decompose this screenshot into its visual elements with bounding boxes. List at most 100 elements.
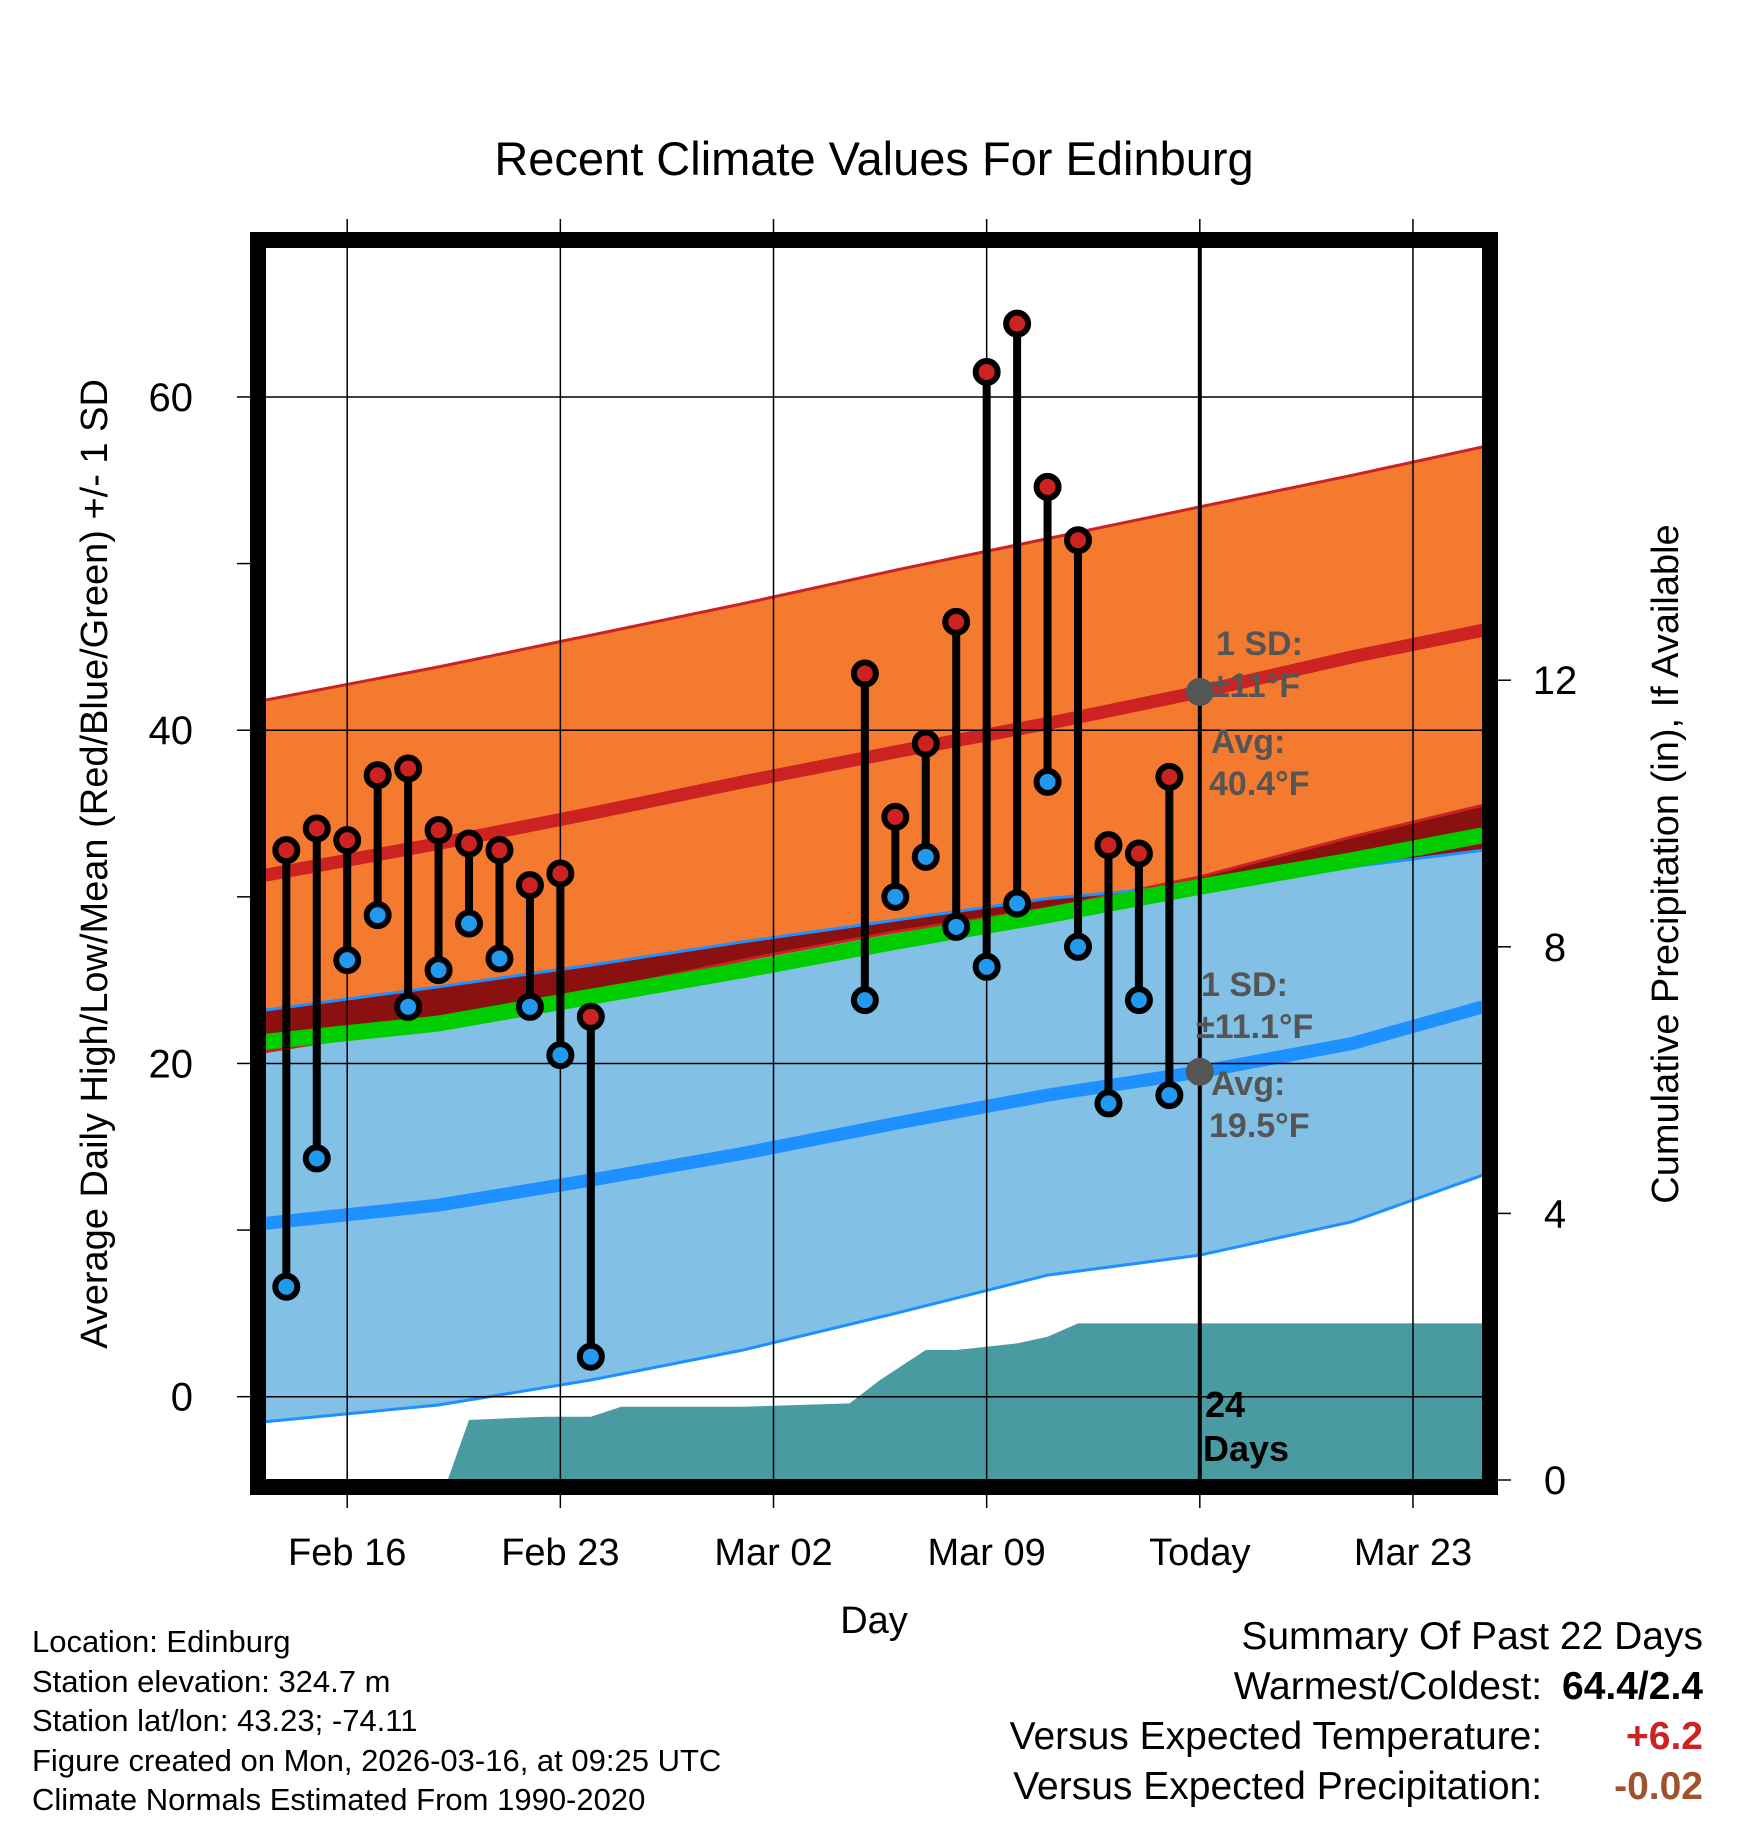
low-point bbox=[881, 882, 910, 911]
low-avg-title: Avg: bbox=[1211, 1065, 1285, 1103]
low-point bbox=[546, 1041, 575, 1070]
high-point bbox=[1124, 839, 1153, 868]
high-point bbox=[1155, 762, 1184, 791]
low-point bbox=[455, 909, 484, 938]
x-tick-label: Feb 16 bbox=[288, 1532, 406, 1574]
high-sd-title: 1 SD: bbox=[1216, 625, 1303, 663]
high-point bbox=[1094, 831, 1123, 860]
high-point bbox=[881, 802, 910, 831]
summary-warmest-row: Warmest/Coldest: 64.4/2.4 bbox=[1010, 1662, 1703, 1712]
y-axis-label: Average Daily High/Low/Mean (Red/Blue/Gr… bbox=[74, 379, 116, 1349]
normals-text: Climate Normals Estimated From 1990-2020 bbox=[32, 1782, 646, 1817]
y2-axis-label: Cumulative Precipitation (in), If Availa… bbox=[1645, 524, 1687, 1203]
days-count: 24 bbox=[1205, 1384, 1245, 1425]
x-axis-label: Day bbox=[840, 1600, 908, 1642]
plot-frame bbox=[250, 232, 1498, 1495]
summary-title: Summary Of Past 22 Days bbox=[1241, 1615, 1703, 1658]
precip-value: -0.02 bbox=[1614, 1765, 1703, 1808]
high-point bbox=[1003, 309, 1032, 338]
created-text: Figure created on Mon, 2026-03-16, at 09… bbox=[32, 1742, 722, 1778]
high-sd-value: ±11°F bbox=[1211, 667, 1300, 705]
high-upper-line bbox=[265, 445, 1483, 702]
x-tick-label: Today bbox=[1149, 1532, 1250, 1574]
y2-tick-label: 0 bbox=[1544, 1459, 1566, 1503]
x-tick-label: Mar 23 bbox=[1354, 1532, 1472, 1574]
x-tick-label: Mar 09 bbox=[928, 1532, 1046, 1574]
high-point bbox=[394, 754, 423, 783]
low-point bbox=[302, 1144, 331, 1173]
low-point bbox=[363, 901, 392, 930]
low-point bbox=[1003, 889, 1032, 918]
data-marks bbox=[272, 309, 1214, 1371]
summary-temp-row: Versus Expected Temperature: +6.2 bbox=[1010, 1712, 1703, 1762]
location-text: Location: Edinburg bbox=[32, 1624, 291, 1659]
days-label: Days bbox=[1203, 1428, 1289, 1469]
x-tick-label: Feb 23 bbox=[501, 1532, 619, 1574]
low-point bbox=[333, 946, 362, 975]
latlon-text: Station lat/lon: 43.23; -74.11 bbox=[32, 1703, 418, 1738]
low-point bbox=[485, 944, 514, 973]
high-point bbox=[576, 1002, 605, 1031]
annotations: 1 SD: ±11°F Avg: 40.4°F 1 SD: ±11.1°F Av… bbox=[1196, 625, 1313, 1469]
summary-panel: Summary Of Past 22 Days Warmest/Coldest:… bbox=[1010, 1612, 1703, 1812]
high-point bbox=[485, 836, 514, 865]
low-sd-value: ±11.1°F bbox=[1196, 1008, 1313, 1046]
low-point bbox=[272, 1272, 301, 1301]
high-mean-line bbox=[265, 623, 1483, 882]
low-point bbox=[942, 912, 971, 941]
high-avg-value: 40.4°F bbox=[1209, 765, 1310, 803]
low-point bbox=[1155, 1081, 1184, 1110]
low-avg-value: 19.5°F bbox=[1209, 1107, 1310, 1145]
low-point bbox=[515, 992, 544, 1021]
chart-title: Recent Climate Values For Edinburg bbox=[494, 132, 1253, 185]
band-overlap bbox=[265, 805, 1483, 1052]
low-sd-title: 1 SD: bbox=[1201, 966, 1288, 1004]
high-point bbox=[515, 871, 544, 900]
high-avg-title: Avg: bbox=[1211, 723, 1285, 761]
mean-line bbox=[265, 827, 1483, 1050]
high-sd-band bbox=[265, 446, 1483, 1052]
y-tick-label: 20 bbox=[149, 1042, 194, 1086]
high-point bbox=[272, 836, 301, 865]
elevation-text: Station elevation: 324.7 m bbox=[32, 1663, 391, 1699]
station-info: Location: Edinburg Station elevation: 32… bbox=[32, 1622, 721, 1820]
low-point bbox=[972, 952, 1001, 981]
high-point bbox=[333, 826, 362, 855]
high-point bbox=[546, 859, 575, 888]
warmest-label: Warmest/Coldest: bbox=[1233, 1665, 1543, 1708]
high-point bbox=[363, 761, 392, 790]
high-point bbox=[911, 729, 940, 758]
high-point bbox=[302, 814, 331, 843]
y-tick-label: 40 bbox=[149, 709, 194, 753]
high-point bbox=[942, 607, 971, 636]
temp-value: +6.2 bbox=[1626, 1715, 1703, 1758]
y2-tick-label: 12 bbox=[1533, 659, 1578, 703]
low-point bbox=[394, 992, 423, 1021]
low-point bbox=[576, 1342, 605, 1371]
y-tick-label: 0 bbox=[171, 1376, 193, 1420]
high-point bbox=[850, 659, 879, 688]
low-point bbox=[424, 956, 453, 985]
low-avg-marker bbox=[1185, 1057, 1214, 1086]
high-point bbox=[972, 357, 1001, 386]
y2-tick-label: 4 bbox=[1544, 1192, 1566, 1236]
high-point bbox=[1064, 526, 1093, 555]
y-tick-label: 60 bbox=[149, 376, 194, 420]
precip-area bbox=[265, 1323, 1483, 1480]
low-mean-line bbox=[265, 1000, 1483, 1230]
warmest-value: 64.4/2.4 bbox=[1562, 1665, 1703, 1708]
x-tick-label: Mar 02 bbox=[714, 1532, 832, 1574]
temp-label: Versus Expected Temperature: bbox=[1009, 1715, 1543, 1758]
high-point bbox=[455, 829, 484, 858]
low-point bbox=[1124, 986, 1153, 1015]
low-point bbox=[911, 842, 940, 871]
y2-tick-label: 8 bbox=[1544, 926, 1566, 970]
low-point bbox=[850, 986, 879, 1015]
low-point bbox=[1064, 932, 1093, 961]
summary-precip-row: Versus Expected Precipitation: -0.02 bbox=[1010, 1762, 1703, 1812]
high-point bbox=[424, 816, 453, 845]
precip-label: Versus Expected Precipitation: bbox=[1013, 1765, 1543, 1808]
plot-area bbox=[265, 445, 1483, 1480]
high-point bbox=[1033, 472, 1062, 501]
